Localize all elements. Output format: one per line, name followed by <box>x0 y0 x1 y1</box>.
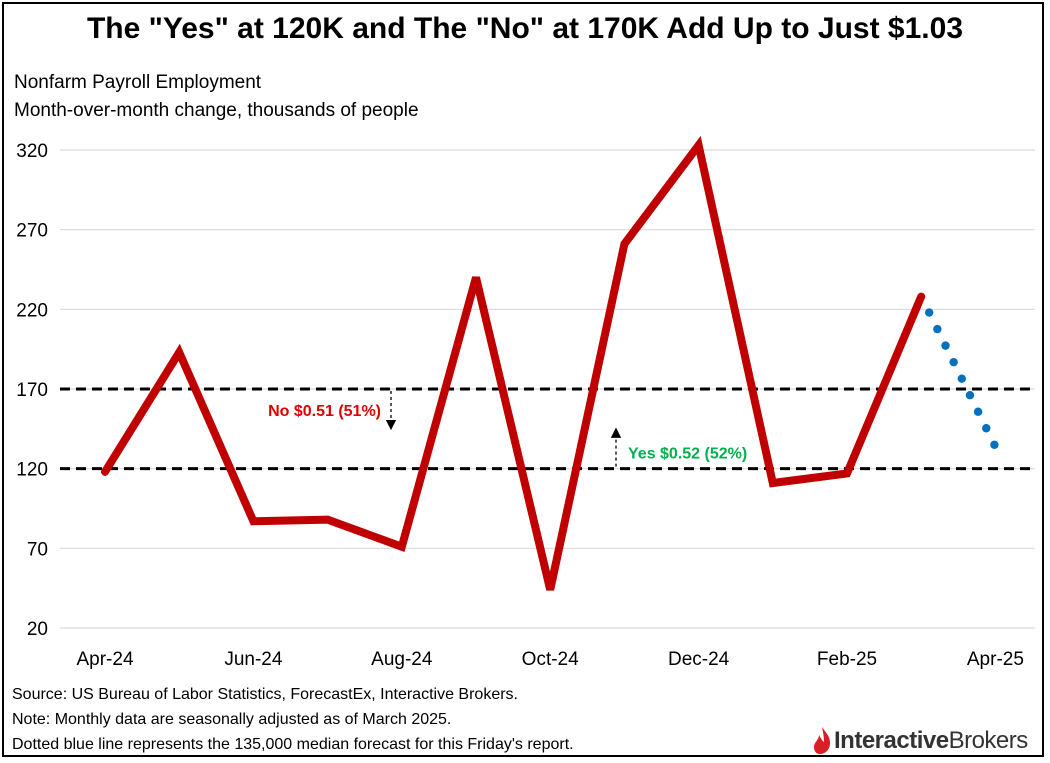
forecast-dot <box>990 440 999 449</box>
x-tick-label: Feb-25 <box>817 649 877 670</box>
footnote-forecast: Dotted blue line represents the 135,000 … <box>12 736 574 753</box>
y-tick-label: 120 <box>16 460 48 481</box>
chart-title: The "Yes" at 120K and The "No" at 170K A… <box>86 12 964 45</box>
y-tick-label: 320 <box>16 141 48 162</box>
forecast-dot <box>933 324 942 334</box>
yes-annotation: Yes $0.52 (52%) <box>628 446 747 463</box>
footnote-source: Source: US Bureau of Labor Statistics, F… <box>12 686 518 703</box>
no-annotation: No $0.51 (51%) <box>268 403 381 420</box>
y-tick-label: 170 <box>16 380 48 401</box>
ib-flame-icon <box>814 727 830 754</box>
forecast-dot <box>941 341 950 350</box>
y-tick-label: 220 <box>16 300 48 321</box>
x-tick-label: Apr-25 <box>967 649 1024 670</box>
x-tick-label: Oct-24 <box>522 649 579 670</box>
forecast-dot <box>982 424 991 433</box>
y-tick-label: 20 <box>27 619 48 640</box>
y-tick-label: 70 <box>27 539 48 560</box>
forecast-dot <box>973 407 983 416</box>
x-tick-label: Jun-24 <box>224 649 283 670</box>
logo-text-light: Brokers <box>948 727 1029 754</box>
x-tick-label: Aug-24 <box>371 649 433 670</box>
footnote-note: Note: Monthly data are seasonally adjust… <box>12 711 452 728</box>
forecast-dot <box>957 374 966 383</box>
y-tick-label: 270 <box>16 221 48 242</box>
logo-text-bold: Interactive <box>834 727 949 754</box>
logo-text: InteractiveBrokers <box>834 727 1028 755</box>
x-tick-label: Apr-24 <box>76 649 133 670</box>
chart-subtitle-2: Month-over-month change, thousands of pe… <box>14 100 419 121</box>
forecast-dot <box>925 308 934 317</box>
series-line-actual <box>101 135 926 591</box>
forecast-dot <box>965 390 975 400</box>
interactive-brokers-logo: InteractiveBrokers <box>812 724 1028 758</box>
forecast-dot <box>949 357 958 367</box>
x-tick-label: Dec-24 <box>668 649 730 670</box>
chart-subtitle-1: Nonfarm Payroll Employment <box>14 72 262 93</box>
